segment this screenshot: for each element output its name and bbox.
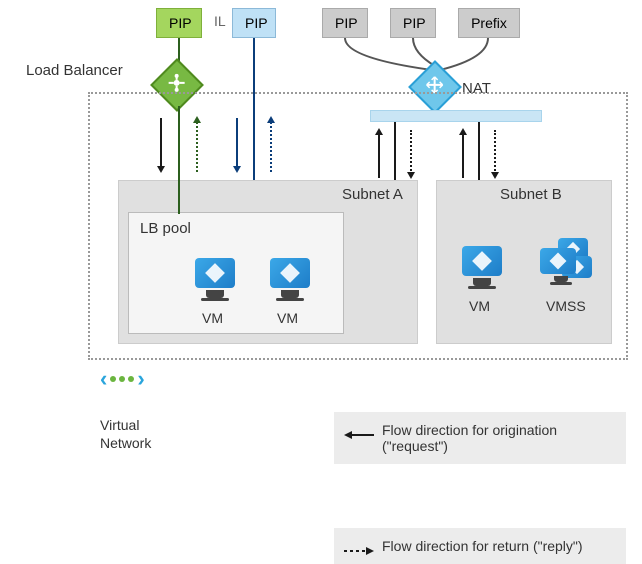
legend-reply-text: Flow direction for return ("reply") <box>382 538 583 554</box>
il-arrow-down-head <box>233 166 241 173</box>
lb-pool-label: LB pool <box>140 220 191 237</box>
legend-request: Flow direction for origination ("request… <box>334 412 626 464</box>
nat2-connector <box>478 122 480 180</box>
virtual-network-icon: ‹ › <box>100 368 145 390</box>
nat1-connector <box>394 122 396 180</box>
lb-arrow-up-dotted <box>196 122 198 172</box>
legend-reply: Flow direction for return ("reply") <box>334 528 626 564</box>
vm-2-label: VM <box>277 310 298 326</box>
nat2-arrow-down-head <box>491 172 499 179</box>
nat2-arrow-up <box>462 134 464 178</box>
pip-lb-text: PIP <box>169 15 192 31</box>
vm-1-label: VM <box>202 310 223 326</box>
lb-arrow-down <box>160 118 162 168</box>
load-balancer-label: Load Balancer <box>26 62 123 79</box>
vm-1 <box>195 258 235 302</box>
vm-3-label: VM <box>469 298 490 314</box>
prefix-nat: Prefix <box>458 8 520 38</box>
lb-line-to-pool <box>178 106 180 214</box>
pip-il: PIP <box>232 8 276 38</box>
lb-arrow-up-head <box>193 116 201 123</box>
nat1-arrow-down-dotted <box>410 130 412 174</box>
il-arrow-up-dotted <box>270 122 272 172</box>
nat2-arrow-up-head <box>459 128 467 135</box>
vmss-label: VMSS <box>546 298 586 314</box>
lb-arrow-down-head <box>157 166 165 173</box>
vmss-icon <box>540 238 596 292</box>
nat1-arrow-up-head <box>375 128 383 135</box>
virtual-network-label: Virtual Network <box>100 398 151 453</box>
pip-lb: PIP <box>156 8 202 38</box>
il-arrow-up-head <box>267 116 275 123</box>
nat2-arrow-down-dotted <box>494 130 496 174</box>
pip-nat-1: PIP <box>322 8 368 38</box>
vm-3 <box>462 246 502 290</box>
il-arrow-down <box>236 118 238 168</box>
legend-request-text: Flow direction for origination ("request… <box>382 422 557 454</box>
pip-nat-2: PIP <box>390 8 436 38</box>
subnet-a-label: Subnet A <box>342 186 403 203</box>
il-label: IL <box>214 13 226 29</box>
nat1-arrow-up <box>378 134 380 178</box>
vm-2 <box>270 258 310 302</box>
nat1-arrow-down-head <box>407 172 415 179</box>
subnet-b-label: Subnet B <box>500 186 562 203</box>
